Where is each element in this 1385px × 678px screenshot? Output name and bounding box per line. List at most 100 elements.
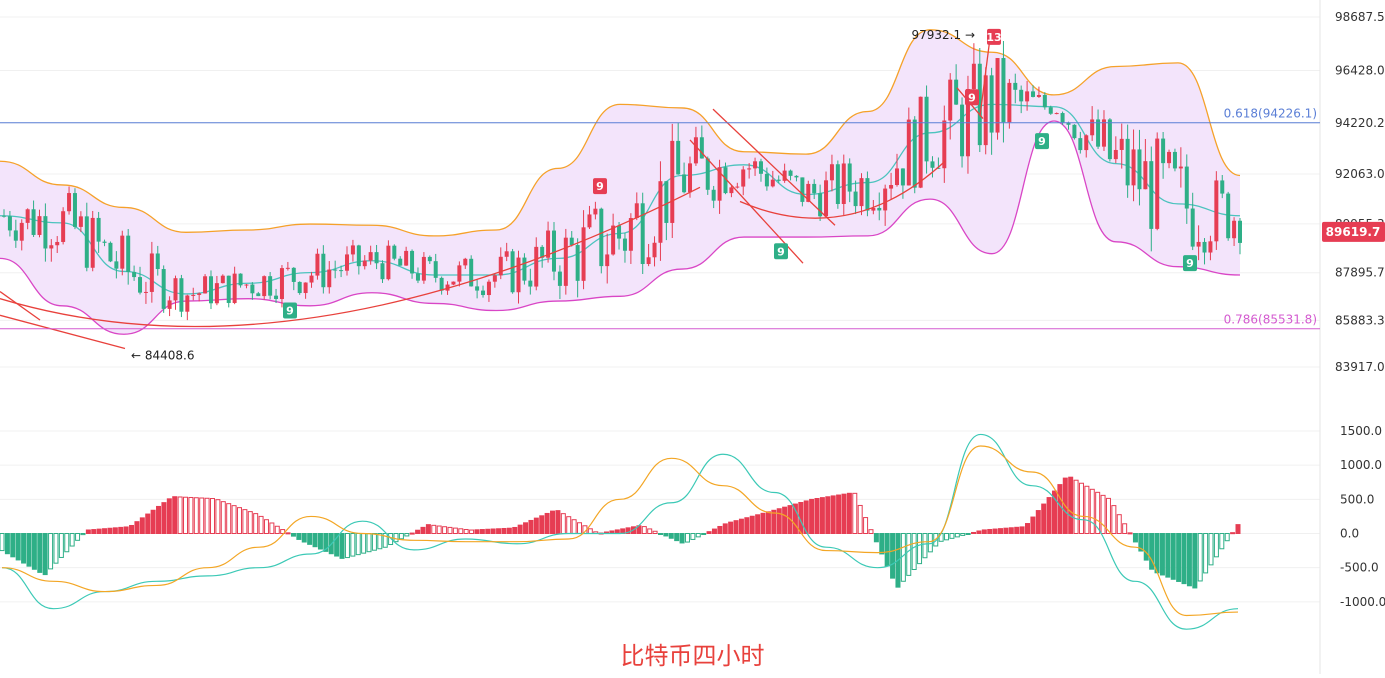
candle-body — [504, 251, 509, 257]
candle-body — [646, 257, 651, 265]
candle-body — [818, 193, 823, 217]
macd-histogram-bar — [944, 533, 950, 541]
macd-histogram-bar — [485, 528, 491, 534]
candle-body — [1119, 138, 1124, 150]
candle-body — [498, 256, 503, 276]
macd-histogram-bar — [1203, 533, 1209, 574]
candle-body — [581, 227, 586, 281]
macd-histogram-bar — [1035, 510, 1041, 535]
candle-body — [475, 286, 480, 291]
macd-histogram-bar — [290, 533, 296, 537]
macd-histogram-bar — [744, 517, 750, 534]
candle-body — [551, 230, 556, 272]
macd-histogram-bar — [209, 498, 215, 534]
macd-histogram-bar — [695, 533, 701, 538]
candle-body — [179, 278, 184, 312]
candle-body — [859, 178, 864, 207]
candle-body — [67, 193, 72, 212]
td-marker-box — [1183, 255, 1197, 272]
candle-body — [327, 269, 332, 288]
candle-body — [912, 119, 917, 188]
candle-body — [705, 158, 710, 190]
macd-histogram-bar — [663, 533, 669, 537]
macd-histogram-bar — [129, 524, 135, 534]
macd-histogram-bar — [1014, 526, 1020, 534]
candle-body — [1019, 89, 1024, 102]
macd-histogram-bar — [42, 533, 48, 576]
candle-body — [971, 63, 976, 89]
candle-body — [1208, 241, 1213, 253]
macd-histogram-bar — [172, 496, 178, 535]
candle-body — [321, 253, 326, 288]
high-annotation: 97932.1 → — [912, 28, 976, 42]
macd-histogram-bar — [1025, 523, 1031, 535]
candle-body — [658, 181, 663, 243]
candle-body — [451, 281, 456, 285]
candle-body — [1042, 94, 1047, 108]
candle-body — [469, 258, 474, 287]
macd-histogram-bar — [1176, 533, 1182, 582]
candle-body — [1001, 58, 1006, 123]
td-marker-label: 13 — [986, 31, 1001, 44]
candle-body — [699, 137, 704, 159]
macd-histogram-bar — [371, 533, 377, 551]
macd-histogram-bar — [334, 533, 340, 557]
macd-histogram-bar — [819, 497, 825, 534]
macd-histogram-bar — [550, 510, 556, 534]
macd-histogram-bar — [1154, 533, 1160, 574]
macd-histogram-bar — [517, 524, 523, 534]
macd-histogram-bar — [717, 525, 723, 535]
candle-body — [634, 203, 639, 219]
candle-body — [1113, 149, 1118, 160]
candle-body — [398, 258, 403, 266]
candle-body — [741, 169, 746, 187]
macd-histogram-bar — [690, 533, 696, 540]
macd-histogram-bar — [755, 514, 761, 534]
macd-histogram-bar — [841, 493, 847, 534]
candle-body — [1143, 161, 1148, 190]
candle-body — [380, 263, 385, 280]
candle-body — [1226, 193, 1231, 239]
macd-histogram-bar — [1127, 532, 1133, 535]
upper-band-line — [0, 29, 1241, 237]
candle-body — [1125, 138, 1130, 186]
macd-histogram-bar — [31, 533, 37, 570]
macd-histogram-bar — [0, 533, 5, 552]
candle-body — [948, 79, 953, 121]
macd-histogram-bar — [954, 533, 960, 538]
candle-body — [983, 75, 988, 146]
td-marker: 9 — [593, 178, 607, 195]
candle-body — [540, 246, 545, 258]
macd-histogram-bar — [258, 515, 264, 534]
candle-body — [1172, 151, 1177, 169]
candle-body — [1072, 124, 1077, 139]
macd-histogram-bar — [1224, 533, 1230, 542]
macd-histogram-bar — [846, 492, 852, 534]
macd-histogram-bar — [749, 515, 755, 535]
td-marker: 9 — [1183, 255, 1197, 272]
candle-body — [575, 245, 580, 281]
macd-histogram-bar — [393, 533, 399, 543]
macd-histogram-bar — [863, 517, 869, 534]
candle-body — [640, 203, 645, 265]
candle-body — [61, 211, 66, 242]
candle-body — [120, 235, 125, 269]
macd-histogram-bar — [75, 533, 81, 541]
macd-histogram-bar — [949, 533, 955, 539]
candle-body — [1066, 122, 1071, 125]
macd-histogram-bar — [501, 527, 507, 534]
macd-histogram-bar — [733, 520, 739, 535]
macd-histogram-bar — [436, 525, 442, 534]
candle-body — [510, 251, 515, 293]
macd-histogram-bar — [317, 533, 323, 550]
macd-histogram-bar — [58, 533, 64, 558]
macd-histogram-bar — [1186, 533, 1192, 587]
macd-histogram-bar — [112, 527, 118, 535]
td-marker-box — [987, 28, 1001, 45]
macd-histogram-bar — [782, 506, 788, 535]
candle-body — [244, 284, 249, 286]
candle-body — [208, 276, 213, 304]
candle-body — [753, 161, 758, 169]
macd-histogram-bar — [825, 496, 831, 534]
